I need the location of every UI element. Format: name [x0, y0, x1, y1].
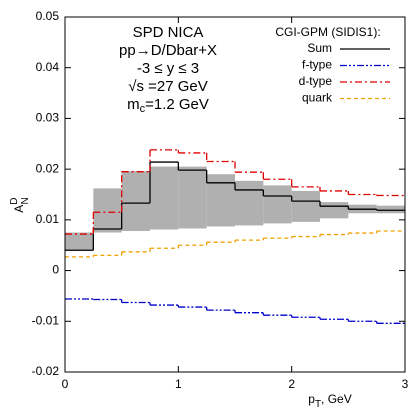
uncertainty-band — [93, 188, 122, 233]
label-part: T — [315, 399, 321, 410]
label-part: A — [12, 205, 26, 213]
label-part: p — [308, 392, 315, 406]
y-tick-label: -0.02 — [32, 364, 60, 378]
uncertainty-band — [263, 185, 292, 224]
y-tick-label: 0.02 — [36, 161, 60, 175]
band-group — [65, 166, 405, 251]
uncertainty-band — [320, 202, 349, 219]
annotation: √s =27 GeV — [128, 78, 208, 95]
legend-title: CGI-GPM (SIDIS1): — [275, 25, 380, 39]
y-tick-label: -0.01 — [32, 313, 60, 327]
legend-label: d-type — [299, 74, 333, 88]
label-part: D — [9, 197, 20, 204]
y-tick-label: 0.04 — [36, 60, 60, 74]
x-tick-label: 0 — [62, 377, 69, 391]
x-tick-label: 3 — [402, 377, 409, 391]
label-part: , GeV — [321, 392, 352, 406]
annotation: -3 ≤ y ≤ 3 — [137, 60, 199, 77]
annotation: pp→D/Dbar+X — [119, 42, 217, 59]
label-part: N — [20, 197, 31, 204]
legend-label: quark — [302, 91, 333, 105]
y-tick-label: 0.01 — [36, 212, 60, 226]
label-part: m — [127, 96, 140, 113]
plot-frame — [64, 16, 406, 373]
y-tick-label: 0.03 — [36, 111, 60, 125]
lines-group — [65, 149, 405, 324]
x-tick-label: 2 — [288, 377, 295, 391]
label-part: c — [140, 103, 146, 115]
annotation: SPD NICA — [133, 24, 204, 41]
x-axis-label: pT, GeV — [308, 392, 351, 409]
uncertainty-band — [235, 180, 264, 226]
uncertainty-band — [150, 166, 179, 230]
uncertainty-band — [178, 166, 207, 229]
x-tick-label: 1 — [175, 377, 182, 391]
y-axis-label: ADN — [9, 197, 31, 212]
annotation: mc=1.2 GeV — [127, 96, 209, 115]
uncertainty-band — [121, 171, 150, 232]
legend-label: f-type — [302, 58, 332, 72]
uncertainty-band — [206, 174, 235, 227]
uncertainty-band — [376, 205, 405, 214]
y-tick-label: 0 — [52, 263, 59, 277]
uncertainty-band — [65, 232, 94, 251]
legend-label: Sum — [307, 41, 332, 55]
label-part: =1.2 GeV — [145, 96, 209, 113]
uncertainty-band — [291, 190, 320, 222]
y-tick-label: 0.05 — [36, 9, 60, 23]
